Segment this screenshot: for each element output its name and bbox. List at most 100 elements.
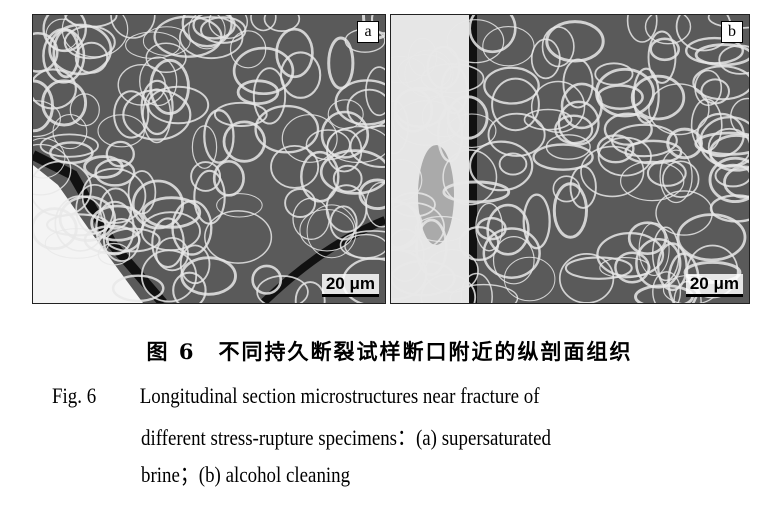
grain-boundary xyxy=(193,169,226,225)
grain-boundary xyxy=(442,149,498,206)
grain-boundary xyxy=(541,26,575,68)
grain-boundary xyxy=(327,36,355,90)
grain-boundary xyxy=(325,184,368,233)
grain-boundary xyxy=(624,139,683,165)
grain-boundary xyxy=(707,127,749,168)
grain-boundary xyxy=(646,159,687,187)
grain-boundary xyxy=(139,56,178,107)
grain-boundary xyxy=(483,66,540,105)
grain-boundary xyxy=(33,32,59,73)
grain-boundary xyxy=(487,112,546,157)
grain-boundary xyxy=(545,20,605,63)
grain-boundary xyxy=(635,237,682,289)
grain-boundary xyxy=(446,19,505,64)
grain-boundary xyxy=(192,15,236,40)
grain-boundary xyxy=(263,15,301,32)
grain-boundary xyxy=(284,188,317,218)
grain-boundary xyxy=(110,15,156,39)
grain-boundary xyxy=(41,79,88,127)
grain-boundary xyxy=(250,15,277,32)
grain-boundary xyxy=(730,97,749,136)
grain-boundary xyxy=(203,109,235,164)
grain-boundary xyxy=(319,149,385,195)
panel-label-b: b xyxy=(721,21,743,43)
grain-boundary xyxy=(365,66,385,117)
grain-boundary xyxy=(580,145,645,198)
grain-boundary xyxy=(440,65,469,115)
grain-boundary xyxy=(718,44,749,75)
grain-boundary xyxy=(552,175,581,203)
panel-label-a: a xyxy=(357,21,379,43)
grain-boundary xyxy=(482,227,541,279)
grain-boundary xyxy=(560,82,603,130)
grain-boundary xyxy=(251,264,283,295)
grain-boundary xyxy=(714,163,749,188)
grain-boundary xyxy=(661,160,700,198)
grain-boundary xyxy=(33,160,92,217)
grain-boundary xyxy=(686,244,739,299)
grain-boundary xyxy=(492,235,535,285)
grain-boundary xyxy=(252,67,287,125)
grain-boundary xyxy=(299,208,355,252)
grain-boundary xyxy=(652,271,682,303)
grain-boundary xyxy=(449,283,519,303)
grain-boundary xyxy=(391,202,445,252)
grain-boundary xyxy=(603,112,653,146)
micrograph-b: b 20 μm xyxy=(390,14,750,304)
grain-boundary xyxy=(188,15,226,50)
grain-boundary xyxy=(358,178,385,211)
grain-boundary xyxy=(468,15,517,54)
grain-boundary xyxy=(649,37,681,62)
grain-boundary xyxy=(458,225,500,262)
micrograph-a: a 20 μm xyxy=(32,14,386,304)
grain-boundary xyxy=(498,152,528,176)
grain-boundary xyxy=(332,164,363,193)
grain-boundary xyxy=(105,140,135,168)
grain-boundary xyxy=(391,55,426,84)
grain-boundary xyxy=(503,256,556,302)
grain-boundary xyxy=(122,89,192,141)
grain-boundary xyxy=(594,62,634,86)
grain-boundary xyxy=(676,213,747,262)
grain-boundary xyxy=(632,67,660,125)
grain-boundary xyxy=(212,159,245,197)
grain-boundary xyxy=(181,15,233,48)
grain-boundary xyxy=(232,46,295,96)
grain-boundary xyxy=(256,275,309,303)
grain-boundary xyxy=(39,133,99,158)
grain-boundary xyxy=(532,143,594,171)
grain-boundary xyxy=(171,199,213,256)
grain-boundary xyxy=(420,63,485,94)
scale-bar-a: 20 μm xyxy=(321,274,379,297)
grain-boundary xyxy=(415,218,448,276)
grain-boundary xyxy=(482,26,535,67)
grain-boundary xyxy=(125,31,181,59)
grain-boundary xyxy=(522,193,551,250)
grain-boundary xyxy=(48,23,113,76)
grain-boundary xyxy=(216,193,263,218)
grain-boundary xyxy=(69,93,100,127)
grain-boundary xyxy=(630,74,686,121)
grain-boundary xyxy=(172,271,207,303)
grain-boundary xyxy=(254,104,320,154)
grain-boundary xyxy=(140,79,174,136)
grain-boundary xyxy=(222,120,266,163)
grain-boundary xyxy=(627,221,668,256)
grain-boundary xyxy=(327,99,364,130)
scale-bar-b: 20 μm xyxy=(685,274,743,297)
grain-boundary xyxy=(113,90,150,139)
grain-boundary xyxy=(620,160,685,202)
grain-boundary xyxy=(694,43,749,67)
grain-boundary xyxy=(436,105,464,163)
grain-boundary xyxy=(569,165,597,209)
grain-boundary xyxy=(140,249,198,303)
grain-boundary xyxy=(33,79,54,133)
grain-boundary xyxy=(200,16,247,44)
grain-boundary xyxy=(292,197,330,240)
microstructure-image-a xyxy=(33,15,385,303)
grain-boundary xyxy=(694,131,749,156)
grain-boundary xyxy=(468,140,534,192)
grain-boundary xyxy=(151,217,185,269)
grain-boundary xyxy=(486,203,530,256)
grain-boundary xyxy=(391,248,428,301)
